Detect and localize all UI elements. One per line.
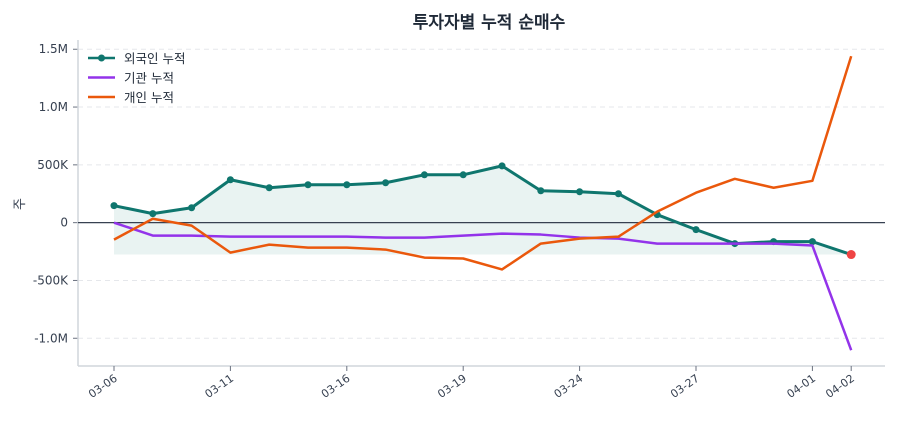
series-point-0 xyxy=(304,181,312,189)
x-tick-label: 03-19 xyxy=(435,372,469,401)
legend-label-2: 개인 누적 xyxy=(124,90,174,105)
y-tick-label: 500K xyxy=(37,158,69,172)
series-point-0 xyxy=(808,238,816,246)
series-point-0 xyxy=(188,204,196,212)
series-point-0 xyxy=(846,250,856,260)
legend-label-1: 기관 누적 xyxy=(124,71,174,86)
y-tick-label: 1.0M xyxy=(39,100,68,114)
series-point-0 xyxy=(343,181,351,189)
series-point-0 xyxy=(265,184,273,192)
x-tick-label: 04-02 xyxy=(823,372,857,401)
series-point-0 xyxy=(226,176,234,184)
series-point-0 xyxy=(149,210,157,218)
series-point-0 xyxy=(537,187,545,195)
y-tick-label: 1.5M xyxy=(39,42,68,56)
series-point-0 xyxy=(110,202,118,210)
series-point-0 xyxy=(459,171,467,179)
x-tick-label: 03-16 xyxy=(319,372,353,401)
series-point-0 xyxy=(498,162,506,170)
series-line-1 xyxy=(113,221,853,351)
series-point-0 xyxy=(576,188,584,196)
series-point-0 xyxy=(692,226,700,234)
chart-title: 투자자별 누적 순매수 xyxy=(413,13,566,33)
series-point-0 xyxy=(382,179,390,187)
series-fill-0 xyxy=(114,165,852,255)
x-tick-label: 04-01 xyxy=(784,372,818,401)
x-tick-label: 03-11 xyxy=(202,372,236,401)
y-tick-label: -500K xyxy=(33,273,69,287)
series-line-2 xyxy=(113,55,853,271)
legend-label-0: 외국인 누적 xyxy=(124,51,185,66)
series-line-0 xyxy=(113,164,852,256)
x-tick-label: 03-06 xyxy=(86,372,120,401)
x-tick-label: 03-27 xyxy=(668,372,702,401)
series-point-0 xyxy=(614,190,622,198)
y-tick-label: 0 xyxy=(60,216,68,230)
y-tick-label: -1.0M xyxy=(34,331,68,345)
x-tick-label: 03-24 xyxy=(552,372,586,401)
series-point-0 xyxy=(420,171,428,179)
legend-marker-0 xyxy=(98,54,105,62)
y-axis-label: 주 xyxy=(13,198,28,210)
